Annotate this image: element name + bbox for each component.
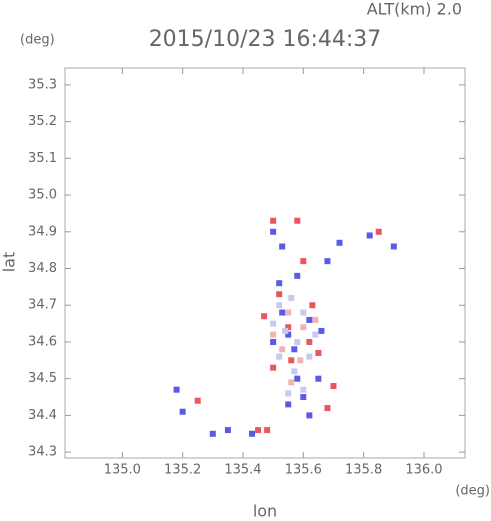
scatter-point [336,239,343,246]
x-tick-label: 135.8 [345,463,382,478]
altitude-label: ALT(km) 2.0 [367,0,462,19]
scatter-point [297,357,304,364]
scatter-point [288,379,295,386]
scatter-point [270,338,277,345]
scatter-point [276,291,283,298]
scatter-point [324,405,331,412]
scatter-point [294,272,301,279]
scatter-point [179,408,186,415]
scatter-point [315,349,322,356]
x-tick-label: 135.2 [164,463,201,478]
scatter-point [285,331,292,338]
x-tick-label: 135.6 [285,463,322,478]
scatter-point [294,375,301,382]
scatter-point [270,217,277,224]
scatter-point [173,386,180,393]
scatter-point [279,346,286,353]
scatter-point [300,386,307,393]
scatter-point [312,316,319,323]
y-tick-label: 34.5 [28,371,57,386]
y-tick-label: 34.4 [28,408,57,423]
chart-title: 2015/10/23 16:44:37 [149,27,382,52]
scatter-point [194,397,201,404]
scatter-point [318,327,325,334]
scatter-point [285,401,292,408]
scatter-point [330,383,337,390]
scatter-point [366,232,373,239]
scatter-point [270,228,277,235]
x-tick-label: 135.0 [104,463,141,478]
scatter-point [285,309,292,316]
scatter-point [375,228,382,235]
y-unit: (deg) [20,33,55,48]
y-tick-label: 34.3 [28,445,57,460]
x-tick-label: 136.0 [405,463,442,478]
scatter-point [300,309,307,316]
scatter-point [288,294,295,301]
scatter-point [291,346,298,353]
scatter-point [282,327,289,334]
y-tick-label: 35.2 [28,114,57,129]
scatter-point [300,324,307,331]
x-axis-label: lon [253,502,277,521]
x-tick-label: 135.4 [224,463,261,478]
y-tick-label: 35.3 [28,77,57,92]
scatter-point [279,309,286,316]
scatter-point [270,320,277,327]
scatter-point [291,368,298,375]
scatter-point [294,338,301,345]
scatter-point [312,331,319,338]
y-tick-label: 34.8 [28,261,57,276]
scatter-point [264,427,271,434]
scatter-point [270,364,277,371]
scatter-point [300,258,307,265]
scatter-point [306,338,313,345]
scatter-point [276,353,283,360]
x-unit: (deg) [455,484,490,499]
scatter-point [279,243,286,250]
scatter-point [255,427,262,434]
scatter-point [324,258,331,265]
y-axis-label: lat [0,252,19,273]
scatter-point [270,331,277,338]
scatter-point [224,427,231,434]
y-tick-label: 34.6 [28,334,57,349]
scatter-point [209,430,216,437]
scatter-point [276,302,283,309]
scatter-point [285,324,292,331]
scatter-point [306,316,313,323]
scatter-point [309,302,316,309]
scatter-point [288,357,295,364]
scatter-point [249,430,256,437]
y-tick-label: 34.9 [28,224,57,239]
scatter-point [315,375,322,382]
scatter-point [285,390,292,397]
plot-frame [64,67,466,459]
scatter-point [306,412,313,419]
y-tick-label: 34.7 [28,298,57,313]
scatter-point [261,313,268,320]
scatter-point [300,394,307,401]
scatter-point [276,280,283,287]
y-tick-label: 35.0 [28,188,57,203]
scatter-point [306,353,313,360]
scatter-point [390,243,397,250]
y-tick-label: 35.1 [28,151,57,166]
scatter-point [294,217,301,224]
